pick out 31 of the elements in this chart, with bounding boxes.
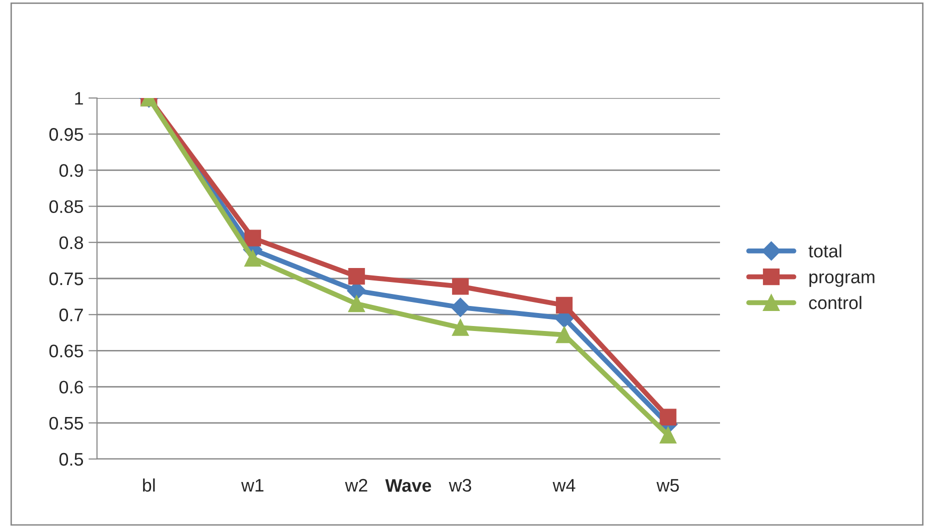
y-tick-label: 0.95 bbox=[49, 128, 84, 141]
legend-label: total bbox=[808, 244, 842, 258]
x-tick-label: w5 bbox=[656, 479, 679, 492]
point bbox=[556, 296, 573, 314]
point bbox=[450, 298, 470, 317]
point bbox=[452, 319, 469, 336]
y-tick-label: 0.6 bbox=[59, 380, 84, 394]
point bbox=[244, 230, 262, 246]
point bbox=[660, 408, 676, 426]
point bbox=[348, 295, 365, 312]
x-tick-label: w4 bbox=[552, 479, 576, 492]
point bbox=[660, 426, 676, 444]
y-tick-label: 0.75 bbox=[49, 272, 84, 286]
y-tick-label: 0.8 bbox=[59, 236, 84, 250]
x-tick-label: bl bbox=[143, 478, 155, 492]
y-tick-label: 1 bbox=[75, 92, 83, 105]
y-tick-label: 0.9 bbox=[59, 164, 83, 177]
y-tick-label: 0.85 bbox=[49, 200, 84, 214]
x-tick-label: w1 bbox=[241, 479, 264, 492]
point bbox=[244, 250, 262, 267]
legend-label: control bbox=[809, 296, 862, 310]
x-tick-label: w3 bbox=[448, 478, 472, 492]
y-tick-label: 0.55 bbox=[49, 416, 84, 430]
legend-label: program bbox=[809, 273, 874, 287]
x-tick-label: w2 bbox=[345, 478, 368, 492]
y-tick-label: 0.7 bbox=[59, 308, 83, 322]
x-axis-title: Wave bbox=[385, 479, 432, 492]
y-tick-label: 0.65 bbox=[49, 344, 84, 358]
point bbox=[348, 268, 365, 285]
y-tick-label: 0.5 bbox=[59, 452, 84, 466]
point bbox=[452, 278, 469, 295]
